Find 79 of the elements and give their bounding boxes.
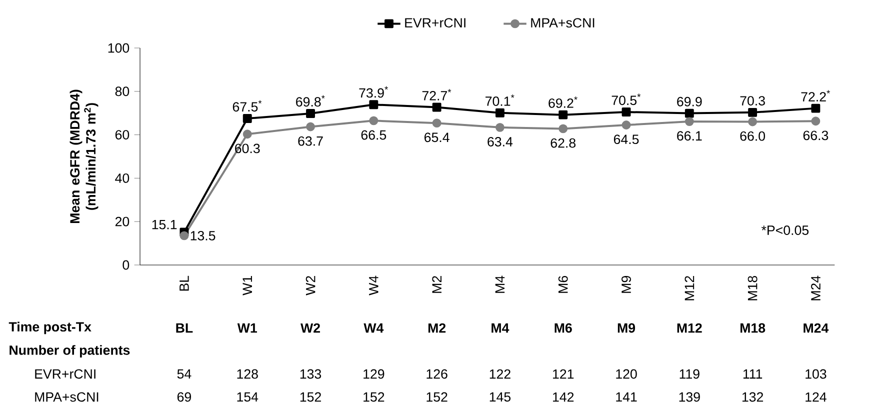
text: 119 — [680, 369, 700, 379]
data-label: 73.9$^{*}$ — [359, 86, 388, 98]
data-label: 66.5 — [361, 130, 386, 140]
text: 122 — [490, 369, 510, 379]
category-label: M2 — [428, 323, 446, 333]
data-label: 72.2$^{*}$ — [801, 90, 830, 102]
text: 129 — [364, 369, 384, 379]
x-tick-label: W1 — [242, 276, 252, 296]
data-label: 13.5 — [190, 230, 216, 240]
y-tick-label: 40 — [115, 173, 130, 183]
text: 132 — [742, 392, 764, 402]
data-label: 64.5 — [614, 134, 639, 144]
y-tick-label: 0 — [122, 260, 130, 270]
text: 139 — [679, 392, 700, 402]
y-tick-label: 80 — [115, 86, 130, 96]
text: 152 — [426, 392, 448, 402]
x-tick-label: M24 — [811, 276, 820, 300]
text: Time post-Tx — [8, 322, 92, 334]
data-label: 69.8$^{*}$ — [296, 95, 325, 107]
category-label: M4 — [492, 323, 510, 332]
data-label: 70.3 — [740, 96, 765, 106]
y-tick-label: 100 — [108, 43, 130, 53]
text: 111 — [743, 369, 762, 378]
x-tick-label: M18 — [748, 276, 758, 300]
legend-label: MPA+sCNI — [531, 18, 594, 28]
data-label: 65.4 — [424, 132, 450, 142]
text: 154 — [237, 392, 258, 402]
text: 128 — [237, 369, 258, 379]
text: 145 — [490, 392, 511, 402]
x-tick-label: W2 — [306, 276, 316, 296]
data-label: 66.1 — [677, 131, 702, 141]
legend-label: EVR+rCNI — [405, 18, 466, 28]
x-tick-label: M9 — [622, 276, 631, 293]
data-label: 70.1$^{*}$ — [486, 94, 514, 106]
text: 120 — [616, 369, 637, 379]
x-tick-label: M4 — [495, 276, 505, 293]
category-label: W2 — [300, 323, 320, 333]
text: 142 — [553, 392, 574, 402]
text: Number of patients — [10, 345, 130, 358]
data-label: 15.1 — [152, 220, 177, 230]
text: 126 — [426, 369, 448, 379]
data-label: 70.5$^{*}$ — [612, 94, 641, 105]
data-label: 72.7$^{*}$ — [422, 88, 452, 100]
category-label: M12 — [677, 323, 702, 333]
data-label: 63.7 — [298, 136, 323, 146]
text: 121 — [553, 369, 574, 379]
y-tick-label: 60 — [115, 130, 130, 140]
annotation: *P<0.05 — [762, 225, 809, 235]
text: 133 — [300, 369, 322, 379]
category-label: M18 — [740, 323, 766, 333]
data-label: 66.3 — [803, 130, 828, 140]
data-label: 66.0 — [740, 131, 766, 141]
text: 103 — [806, 369, 826, 379]
y-tick-label: 20 — [115, 216, 130, 226]
category-label: M24 — [804, 323, 829, 333]
x-tick-label: M12 — [684, 276, 694, 300]
data-label: 69.2$^{*}$ — [548, 96, 578, 108]
data-label: 60.3 — [235, 144, 260, 154]
data-label: 67.5$^{*}$ — [232, 100, 262, 112]
category-label: M6 — [554, 323, 572, 333]
text: 69 — [177, 392, 192, 402]
text: 54 — [177, 369, 192, 379]
text: 152 — [300, 392, 321, 402]
text: MPA+sCNI — [35, 392, 98, 402]
category-label: BL — [176, 323, 193, 332]
x-tick-label: M6 — [558, 276, 568, 293]
text: 141 — [616, 392, 637, 402]
category-label: W4 — [364, 323, 384, 332]
data-label: 62.8 — [550, 138, 576, 148]
text: 124 — [806, 392, 826, 402]
data-label: 69.9 — [677, 96, 702, 106]
x-tick-label: BL — [180, 276, 189, 291]
text: 152 — [364, 392, 384, 402]
category-label: W1 — [237, 323, 257, 332]
data-label: 63.4 — [488, 136, 513, 146]
category-label: M9 — [618, 323, 636, 333]
x-tick-label: M2 — [432, 276, 442, 293]
x-tick-label: W4 — [369, 276, 378, 296]
text: EVR+rCNI — [35, 369, 96, 379]
